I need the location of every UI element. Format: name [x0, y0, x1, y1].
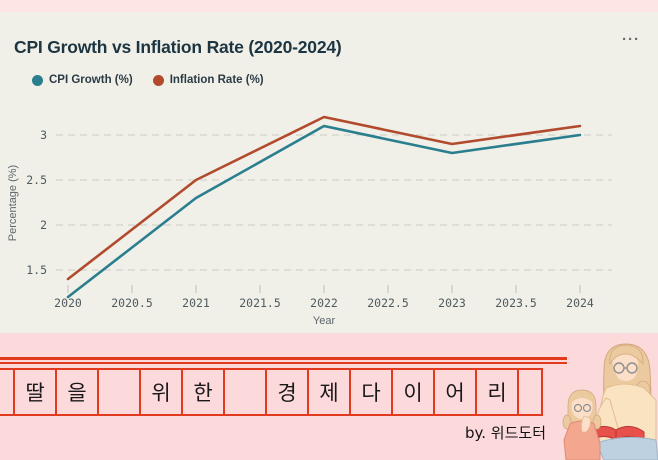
manuscript-cell	[97, 368, 141, 416]
manuscript-cell: 위	[139, 368, 183, 416]
legend-dot-inflation-icon	[152, 74, 164, 86]
legend-item-cpi: CPI Growth (%)	[32, 74, 133, 86]
chart-legend: CPI Growth (%) Inflation Rate (%)	[32, 74, 264, 86]
svg-text:2021.5: 2021.5	[239, 296, 281, 310]
manuscript-cell: 을	[55, 368, 99, 416]
legend-item-inflation: Inflation Rate (%)	[152, 74, 264, 86]
mother-daughter-illustration	[562, 343, 658, 460]
svg-text:Year: Year	[313, 315, 336, 327]
chart-title: CPI Growth vs Inflation Rate (2020-2024)	[14, 37, 342, 57]
chart-card: CPI Growth vs Inflation Rate (2020-2024)…	[0, 12, 658, 333]
svg-text:2022.5: 2022.5	[367, 296, 409, 310]
svg-text:2023.5: 2023.5	[495, 296, 537, 310]
svg-text:2.5: 2.5	[26, 173, 47, 187]
svg-text:2021: 2021	[182, 296, 210, 310]
legend-label-cpi: CPI Growth (%)	[49, 74, 133, 86]
manuscript-cell: 딸	[13, 368, 57, 416]
banner-rule-bottom	[0, 362, 567, 364]
svg-text:2: 2	[40, 218, 47, 232]
manuscript-cell: 이	[391, 368, 435, 416]
svg-text:2022: 2022	[310, 296, 338, 310]
manuscript-cell: 제	[307, 368, 351, 416]
line-chart-canvas: 1.5 2 2.5 3 2020 2020.5 2021 2021.5 2022 2022.5 20…	[7, 115, 612, 327]
top-strip	[0, 0, 658, 12]
more-options-icon[interactable]: ···	[618, 30, 644, 50]
banner-rule-top	[0, 357, 567, 360]
svg-text:Percentage (%): Percentage (%)	[7, 165, 19, 241]
svg-text:1.5: 1.5	[26, 263, 47, 277]
svg-text:2020: 2020	[54, 296, 82, 310]
manuscript-cell: 리	[475, 368, 519, 416]
svg-text:2024: 2024	[566, 296, 594, 310]
manuscript-cell: 한	[181, 368, 225, 416]
legend-dot-cpi-icon	[32, 74, 43, 86]
manuscript-cell	[517, 368, 543, 416]
svg-text:2020.5: 2020.5	[111, 296, 153, 310]
manuscript-cell	[223, 368, 267, 416]
manuscript-cell: 경	[265, 368, 309, 416]
svg-text:3: 3	[40, 128, 47, 142]
legend-label-inflation: Inflation Rate (%)	[169, 74, 264, 86]
manuscript-cell: 어	[433, 368, 477, 416]
signature-text: by. 위드도터	[465, 424, 546, 442]
manuscript-cell: 다	[349, 368, 393, 416]
svg-text:2023: 2023	[438, 296, 466, 310]
